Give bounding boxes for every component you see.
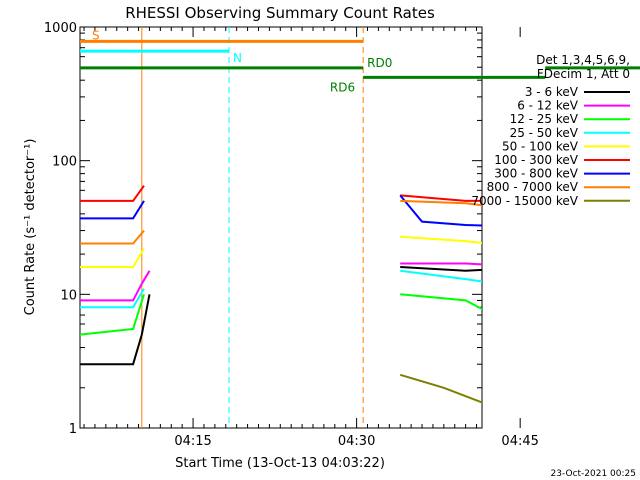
legend-header-line-2: FDecim 1, Att 0	[537, 67, 630, 81]
series-line-2	[80, 262, 482, 302]
y-tick-label: 100	[52, 155, 77, 170]
series-line-8	[80, 199, 482, 245]
flag-label: RD0	[367, 56, 392, 70]
plot-frame	[79, 26, 483, 429]
x-tick-label: 04:15	[174, 434, 211, 449]
x-axis-label: Start Time (13-Oct-13 04:03:22)	[175, 456, 385, 471]
series-line-5	[80, 235, 482, 268]
plot-area: 110100100004:1504:3004:4505:0005:1505:30…	[44, 21, 640, 449]
legend-label-4: 25 - 50 keV	[510, 126, 579, 140]
x-tick-label: 04:45	[501, 434, 538, 449]
y-tick-label: 10	[60, 288, 77, 303]
y-tick-label: 1	[69, 422, 77, 437]
chart-title: RHESSI Observing Summary Count Rates	[125, 4, 435, 22]
footer-timestamp: 23-Oct-2021 00:25	[551, 469, 636, 479]
series-line-7	[80, 194, 482, 227]
legend-label-6: 100 - 300 keV	[494, 153, 578, 167]
flag-label: S	[92, 28, 100, 42]
series-line-4	[80, 269, 482, 309]
legend-label-5: 50 - 100 keV	[502, 139, 579, 153]
series-line-3	[80, 293, 482, 336]
flag-label: RD6	[330, 80, 355, 94]
legend-label-7: 300 - 800 keV	[494, 167, 578, 181]
y-tick-label: 1000	[44, 21, 77, 36]
series-line-6	[80, 185, 482, 202]
series-line-9	[399, 373, 482, 404]
legend-label-2: 6 - 12 keV	[517, 99, 579, 113]
legend-label-3: 12 - 25 keV	[510, 112, 579, 126]
y-axis-label: Count Rate (s⁻¹ detector⁻¹)	[23, 139, 38, 316]
legend-label-8: 800 - 7000 keV	[487, 180, 579, 194]
x-tick-label: 04:30	[338, 434, 375, 449]
legend-header-line-1: Det 1,3,4,5,6,9,	[536, 53, 630, 67]
flag-label: N	[233, 51, 242, 65]
series-line-1	[80, 266, 482, 366]
legend-label-9: 7000 - 15000 keV	[471, 194, 578, 208]
legend-label-1: 3 - 6 keV	[525, 85, 579, 99]
